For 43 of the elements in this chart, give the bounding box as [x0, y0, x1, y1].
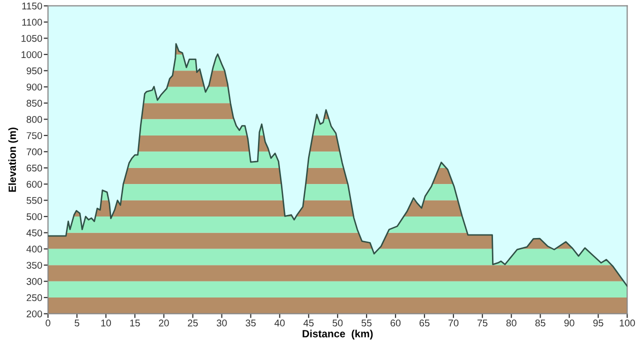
- y-tick-label: 1050: [22, 34, 42, 42]
- y-tick-label: 250: [26, 294, 42, 302]
- y-tick-label: 1000: [22, 51, 42, 58]
- y-tick-label: 350: [26, 262, 42, 269]
- x-tick-label: 100: [620, 320, 635, 326]
- y-tick-label: 650: [26, 164, 42, 172]
- x-tick-label: 45: [303, 320, 314, 326]
- x-axis-title: Distance (km): [302, 330, 373, 340]
- y-tick-label: 700: [26, 148, 42, 156]
- y-tick-label: 500: [26, 213, 42, 220]
- x-tick-label: 20: [158, 320, 169, 326]
- y-tick-label: 600: [26, 180, 42, 188]
- x-tick-label: 70: [448, 320, 458, 326]
- y-tick-label: 800: [26, 116, 42, 123]
- x-tick-label: 95: [593, 320, 604, 326]
- y-tick-label: 200: [26, 310, 42, 318]
- x-tick-label: 5: [74, 320, 80, 326]
- x-tick-label: 30: [216, 320, 227, 326]
- x-tick-label: 85: [535, 320, 546, 326]
- y-tick-label: 450: [26, 229, 42, 236]
- y-tick-label: 400: [26, 246, 42, 253]
- y-tick-label: 850: [26, 100, 42, 107]
- x-tick-label: 50: [332, 320, 343, 326]
- x-tick-label: 15: [130, 320, 140, 326]
- y-tick-label: 900: [26, 84, 42, 90]
- x-tick-label: 55: [362, 320, 372, 326]
- x-tick-label: 60: [390, 320, 401, 326]
- y-tick-label: 750: [26, 132, 42, 140]
- y-tick-label: 1150: [22, 2, 42, 10]
- x-tick-label: 10: [101, 320, 111, 326]
- y-axis-title: Elevation (m): [8, 128, 18, 192]
- x-tick-label: 40: [274, 320, 285, 326]
- x-tick-label: 25: [188, 320, 198, 326]
- x-tick-label: 35: [246, 320, 256, 326]
- y-tick-label: 550: [26, 197, 42, 204]
- x-tick-label: 80: [506, 320, 516, 326]
- x-tick-label: 0: [46, 320, 50, 326]
- y-tick-label: 300: [26, 278, 42, 285]
- y-tick-label: 950: [26, 67, 42, 74]
- x-tick-label: 90: [564, 320, 574, 326]
- x-tick-label: 65: [420, 320, 430, 326]
- y-tick-label: 1100: [22, 18, 42, 26]
- x-tick-label: 75: [477, 320, 488, 326]
